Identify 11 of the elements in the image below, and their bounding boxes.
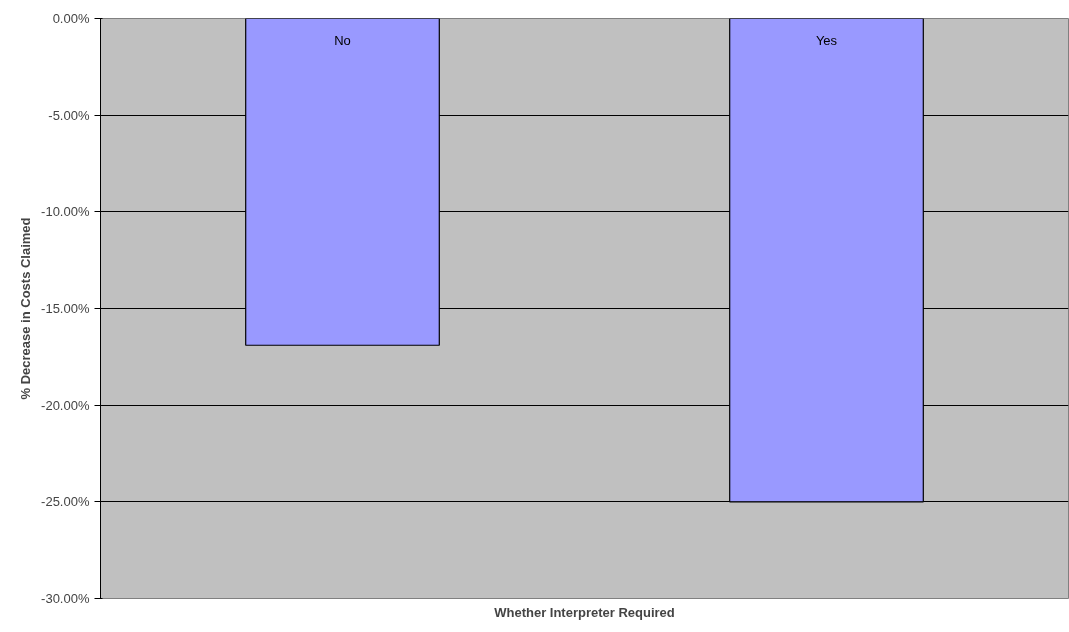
y-tick-label: -25.00% bbox=[41, 494, 90, 510]
x-tick-label: No bbox=[334, 32, 351, 48]
y-tick-label: -20.00% bbox=[41, 397, 90, 413]
x-axis-title: Whether Interpreter Required bbox=[494, 604, 675, 620]
y-tick-label: -15.00% bbox=[41, 301, 90, 316]
y-tick-label: -5.00% bbox=[48, 107, 90, 123]
y-tick-label: 0.00% bbox=[52, 11, 90, 26]
y-axis-title: % Decrease in Costs Claimed bbox=[18, 217, 34, 400]
x-tick-label: Yes bbox=[815, 32, 838, 48]
y-tick-label: -30.00% bbox=[41, 591, 90, 606]
y-tick-label: -10.00% bbox=[41, 204, 90, 220]
